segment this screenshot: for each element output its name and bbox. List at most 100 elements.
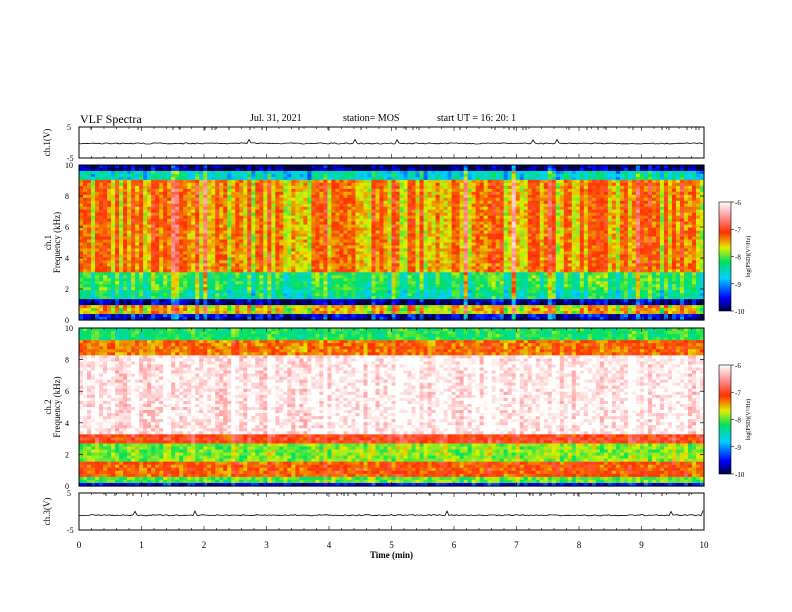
spectrogram-cell bbox=[475, 242, 481, 247]
spectrogram-cell bbox=[175, 206, 180, 211]
spectrogram-cell bbox=[515, 165, 521, 169]
spectrogram-cell bbox=[667, 209, 673, 214]
spectrogram-cell bbox=[555, 236, 561, 241]
spectrogram-cell bbox=[555, 185, 561, 190]
spectrogram-cell bbox=[239, 212, 244, 217]
spectrogram-cell bbox=[547, 165, 553, 169]
spectrogram-cell bbox=[643, 239, 649, 244]
spectrogram-cell bbox=[611, 200, 617, 205]
spectrogram-cell bbox=[423, 254, 429, 258]
spectrogram-cell bbox=[599, 191, 605, 196]
spectrogram-cell bbox=[255, 227, 260, 232]
spectrogram-cell bbox=[539, 165, 545, 169]
spectrogram-cell bbox=[431, 173, 437, 178]
spectrogram-cell bbox=[515, 194, 521, 199]
spectrogram-cell bbox=[99, 173, 104, 178]
spectrogram-cell bbox=[547, 185, 553, 190]
spectrogram-cell bbox=[423, 173, 429, 178]
spectrogram-cell bbox=[87, 200, 92, 205]
spectrogram-cell bbox=[559, 165, 565, 169]
spectrogram-cell bbox=[615, 188, 621, 193]
spectrogram-cell bbox=[127, 176, 132, 181]
spectrogram-cell bbox=[455, 203, 461, 208]
spectrogram-cell bbox=[139, 245, 144, 250]
spectrogram-cell bbox=[387, 191, 393, 196]
spectrogram-cell bbox=[327, 212, 333, 217]
spectrogram-cell bbox=[471, 188, 477, 193]
spectrogram-cell bbox=[235, 185, 240, 190]
spectrogram-cell bbox=[139, 227, 144, 232]
spectrogram-cell bbox=[395, 221, 401, 226]
spectrogram-cell bbox=[91, 254, 96, 258]
spectrogram-cell bbox=[299, 224, 304, 229]
spectrogram-cell bbox=[511, 218, 517, 223]
spectrogram-cell bbox=[443, 212, 449, 217]
spectrogram-cell bbox=[303, 179, 308, 184]
spectrogram-cell bbox=[127, 221, 132, 226]
spectrogram-cell bbox=[423, 209, 429, 214]
spectrogram-cell bbox=[591, 236, 597, 241]
spectrogram-cell bbox=[351, 182, 357, 187]
spectrogram-cell bbox=[211, 248, 216, 253]
spectrogram-cell bbox=[383, 194, 389, 199]
spectrogram-cell bbox=[87, 227, 92, 232]
spectrogram-cell bbox=[423, 242, 429, 247]
spectrogram-cell bbox=[523, 215, 529, 220]
spectrogram-cell bbox=[483, 239, 489, 244]
spectrogram-cell bbox=[651, 194, 657, 199]
spectrogram-cell bbox=[687, 203, 693, 208]
spectrogram-cell bbox=[655, 203, 661, 208]
spectrogram-cell bbox=[611, 197, 617, 202]
spectrogram-cell bbox=[263, 191, 268, 196]
spectrogram-cell bbox=[83, 170, 88, 175]
spectrogram-cell bbox=[151, 236, 156, 241]
spectrogram-cell bbox=[659, 194, 665, 199]
spectrogram-cell bbox=[687, 248, 693, 253]
spectrogram-cell bbox=[679, 218, 685, 223]
spectrogram-cell bbox=[115, 194, 120, 199]
spectrogram-cell bbox=[635, 206, 641, 211]
spectrogram-cell bbox=[427, 209, 433, 214]
spectrogram-cell bbox=[191, 221, 196, 226]
spectrogram-cell bbox=[119, 167, 124, 172]
spectrogram-cell bbox=[571, 209, 577, 214]
spectrogram-cell bbox=[591, 203, 597, 208]
spectrogram-cell bbox=[291, 215, 296, 220]
spectrogram-cell bbox=[231, 215, 236, 220]
spectrogram-cell bbox=[487, 209, 493, 214]
spectrogram-cell bbox=[403, 209, 409, 214]
spectrogram-cell bbox=[679, 245, 685, 250]
spectrogram-cell bbox=[507, 194, 513, 199]
spectrogram-cell bbox=[523, 209, 529, 214]
spectrogram-cell bbox=[115, 236, 120, 241]
spectrogram-cell bbox=[79, 242, 84, 247]
spectrogram-cell bbox=[671, 221, 677, 226]
spectrogram-cell bbox=[683, 224, 689, 229]
spectrogram-cell bbox=[351, 245, 357, 250]
spectrogram-cell bbox=[131, 188, 136, 193]
spectrogram-cell bbox=[195, 191, 200, 196]
spectrogram-cell bbox=[619, 245, 625, 250]
spectrogram-cell bbox=[175, 203, 180, 208]
spectrogram-cell bbox=[335, 165, 341, 169]
spectrogram-cell bbox=[323, 203, 328, 208]
spectrogram-cell bbox=[111, 218, 116, 223]
spectrogram-cell bbox=[211, 239, 216, 244]
spectrogram-cell bbox=[87, 206, 92, 211]
spectrogram-cell bbox=[675, 182, 681, 187]
spectrogram-cell bbox=[159, 188, 164, 193]
spectrogram-cell bbox=[519, 165, 525, 169]
spectrogram-cell bbox=[231, 218, 236, 223]
spectrogram-cell bbox=[647, 170, 653, 175]
spectrogram-cell bbox=[603, 209, 609, 214]
spectrogram-cell bbox=[499, 188, 505, 193]
spectrogram-cell bbox=[211, 254, 216, 258]
spectrogram-cell bbox=[231, 221, 236, 226]
spectrogram-cell bbox=[699, 191, 705, 196]
spectrogram-cell bbox=[567, 218, 573, 223]
spectrogram-cell bbox=[695, 194, 701, 199]
spectrogram-cell bbox=[207, 188, 212, 193]
spectrogram-cell bbox=[383, 176, 389, 181]
spectrogram-cell bbox=[435, 188, 441, 193]
spectrogram-cell bbox=[263, 236, 268, 241]
